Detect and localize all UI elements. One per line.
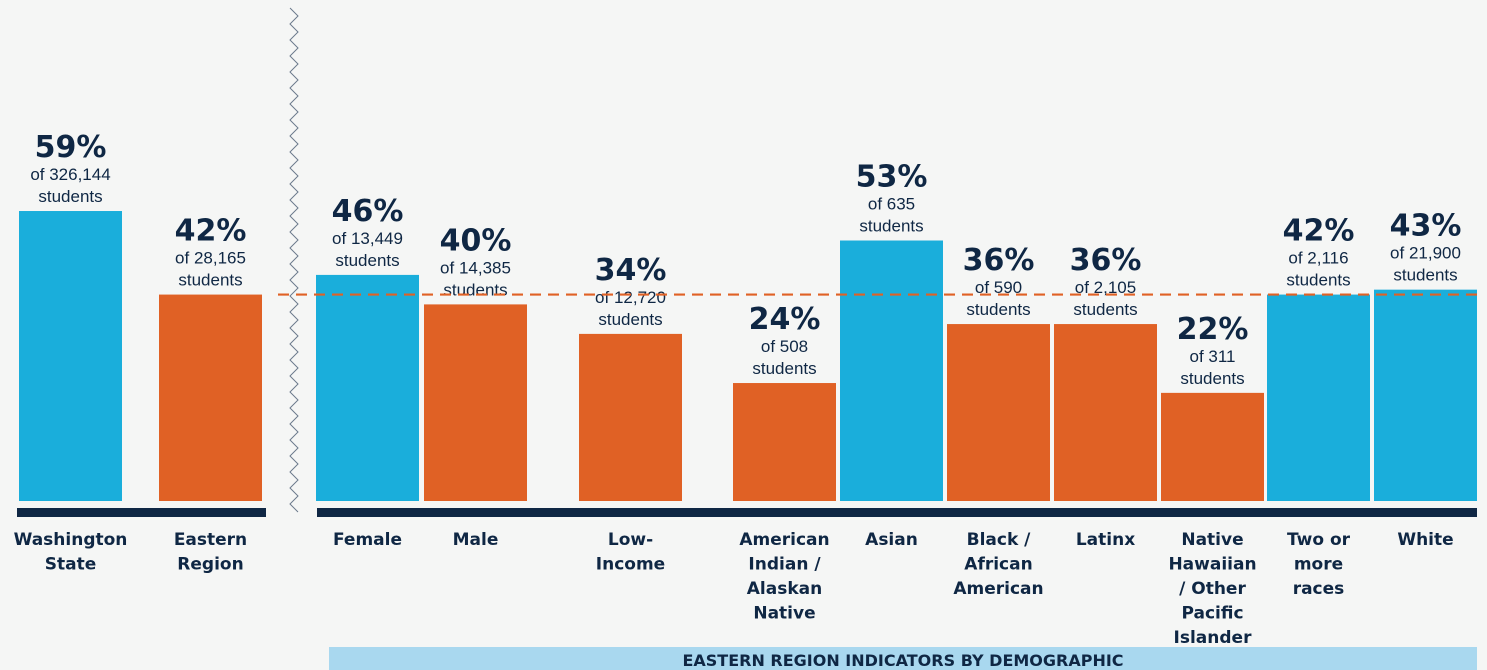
category-label-10-1: more [1294,555,1343,575]
bar-9 [1161,392,1264,501]
category-label-1-1: Region [177,555,243,575]
bar-unit-label-7: students [966,300,1030,319]
bar-value-label-3: 40% [440,223,512,258]
bar-unit-label-3: students [443,280,507,299]
bar-count-label-11: of 21,900 [1390,244,1461,263]
category-label-6-0: Asian [865,530,918,550]
bar-unit-label-6: students [859,217,923,236]
category-label-0-1: State [45,555,97,575]
category-label-11-0: White [1397,530,1453,550]
category-label-5-1: Indian / [748,555,821,575]
category-label-9-2: / Other [1179,579,1246,599]
bar-4 [579,333,682,501]
bar-value-label-5: 24% [749,302,821,337]
baseline-demographic [317,508,1477,517]
banner-bg [329,647,1477,670]
bar-unit-label-4: students [598,310,662,329]
bar-6 [840,240,943,501]
bar-value-label-10: 42% [1283,214,1355,249]
category-label-10-0: Two or [1287,530,1351,550]
bar-11 [1374,289,1477,501]
bar-count-label-5: of 508 [761,337,808,356]
bar-count-label-4: of 12,720 [595,288,666,307]
category-label-4-0: Low- [608,530,653,550]
category-label-9-0: Native [1181,530,1243,550]
bar-2 [316,274,419,501]
bar-value-label-7: 36% [963,243,1035,278]
category-label-7-2: American [953,579,1043,599]
bar-count-label-3: of 14,385 [440,258,511,277]
category-label-5-2: Alaskan [747,579,822,599]
bar-unit-label-9: students [1180,369,1244,388]
bar-value-label-0: 59% [35,130,107,165]
bar-value-label-8: 36% [1070,243,1142,278]
category-label-5-0: American [739,530,829,550]
category-label-3-0: Male [453,530,499,550]
category-label-8-0: Latinx [1076,530,1135,550]
category-label-7-1: African [964,555,1032,575]
bar-5 [733,383,836,501]
bar-unit-label-10: students [1286,271,1350,290]
bar-10 [1267,294,1370,501]
bar-unit-label-1: students [178,271,242,290]
bar-value-label-9: 22% [1177,312,1249,347]
bar-value-label-2: 46% [332,194,404,229]
category-label-9-3: Pacific [1181,604,1243,624]
bar-count-label-10: of 2,116 [1288,249,1348,268]
category-label-9-1: Hawaiian [1168,555,1256,575]
bar-count-label-0: of 326,144 [30,165,110,184]
bar-1 [159,294,262,501]
category-label-10-2: races [1293,579,1345,599]
bar-value-label-1: 42% [175,214,247,249]
category-label-0-0: Washington [14,530,128,550]
bar-unit-label-2: students [335,251,399,270]
bar-unit-label-8: students [1073,300,1137,319]
bar-7 [947,324,1050,501]
banner-title: EASTERN REGION INDICATORS BY DEMOGRAPHIC [682,651,1123,670]
bar-unit-label-5: students [752,359,816,378]
bar-3 [424,304,527,501]
category-label-4-1: Income [596,555,665,575]
bar-value-label-4: 34% [595,253,667,288]
bar-value-label-11: 43% [1390,209,1462,244]
baseline-overall [17,508,266,517]
bar-count-label-9: of 311 [1189,347,1235,366]
category-label-1-0: Eastern [174,530,247,550]
bar-unit-label-11: students [1393,266,1457,285]
bar-8 [1054,324,1157,501]
bar-count-label-8: of 2,105 [1075,278,1136,297]
bar-unit-label-0: students [38,187,102,206]
category-label-5-3: Native [753,604,815,624]
zigzag-separator [289,7,299,513]
category-label-2-0: Female [333,530,402,550]
bar-count-label-7: of 590 [975,278,1022,297]
bar-count-label-6: of 635 [868,195,915,214]
category-label-7-0: Black / [967,530,1032,550]
bar-value-label-6: 53% [856,160,928,195]
category-label-9-4: Islander [1174,628,1253,648]
bar-count-label-1: of 28,165 [175,249,246,268]
bar-0 [19,211,122,501]
bar-count-label-2: of 13,449 [332,229,403,248]
